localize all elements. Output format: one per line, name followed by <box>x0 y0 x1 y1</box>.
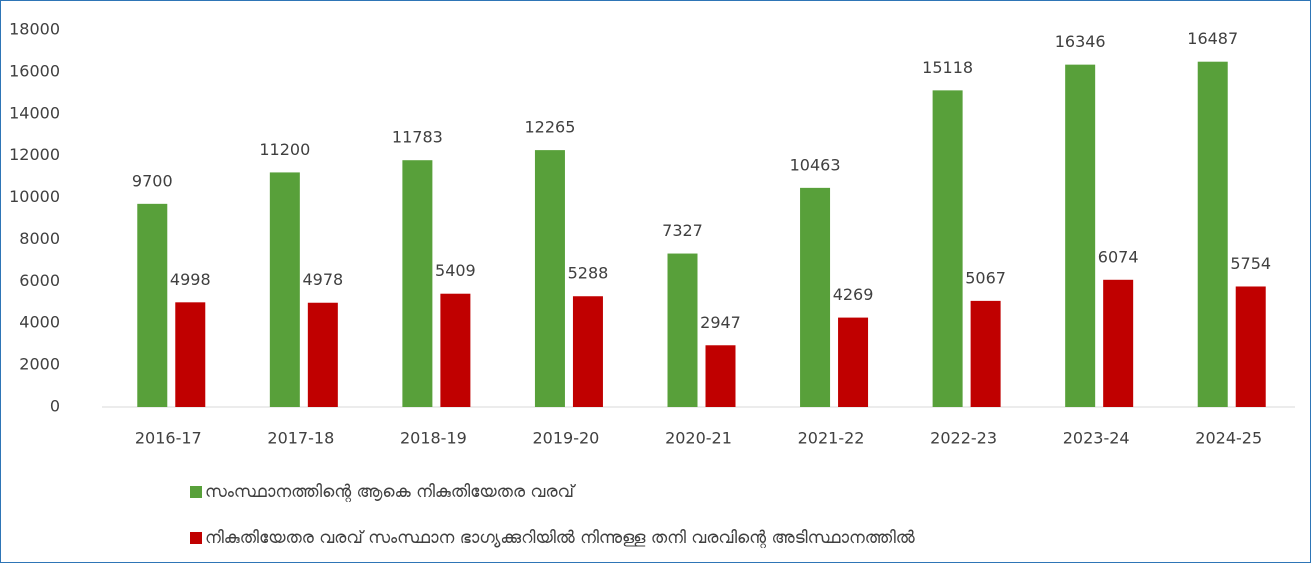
data-label: 4998 <box>170 270 211 289</box>
data-label: 6074 <box>1098 247 1139 266</box>
bar <box>970 300 1001 407</box>
bar <box>705 345 736 407</box>
bar <box>572 296 603 407</box>
x-tick-label: 2024-25 <box>1195 429 1262 448</box>
x-tick-label: 2016-17 <box>135 429 202 448</box>
bar <box>1103 279 1134 407</box>
data-label: 2947 <box>700 313 741 332</box>
bar <box>667 253 698 407</box>
bar <box>932 90 963 408</box>
bar <box>440 293 471 407</box>
x-tick-label: 2018-19 <box>400 429 467 448</box>
y-tick-label: 0 <box>50 397 60 416</box>
legend-swatch <box>190 486 202 498</box>
y-tick-label: 2000 <box>19 355 60 374</box>
y-tick-label: 6000 <box>19 271 60 290</box>
bar <box>1197 61 1228 408</box>
y-tick-label: 10000 <box>9 187 60 206</box>
bar <box>800 187 831 407</box>
data-label: 9700 <box>132 171 173 190</box>
x-tick-label: 2022-23 <box>930 429 997 448</box>
y-tick-label: 16000 <box>9 61 60 80</box>
legend-label: സംസ്ഥാനത്തിന്റെ ആകെ നികുതിയേതര വരവ് <box>205 482 576 503</box>
data-label: 5754 <box>1230 254 1271 273</box>
y-tick-label: 4000 <box>19 313 60 332</box>
bar <box>175 302 206 407</box>
y-tick-label: 14000 <box>9 103 60 122</box>
bar <box>1065 64 1096 407</box>
bar <box>838 317 869 407</box>
bar <box>137 203 168 407</box>
bar <box>307 302 338 407</box>
data-label: 11783 <box>392 128 443 147</box>
y-tick-label: 8000 <box>19 229 60 248</box>
data-label: 15118 <box>922 58 973 77</box>
data-label: 10463 <box>790 155 841 174</box>
bar <box>402 160 433 407</box>
bar <box>1235 286 1266 407</box>
data-label: 4269 <box>833 285 874 304</box>
data-label: 11200 <box>259 140 310 159</box>
y-tick-label: 12000 <box>9 145 60 164</box>
bar <box>269 172 300 407</box>
data-label: 5288 <box>568 264 609 283</box>
data-label: 4978 <box>302 270 343 289</box>
y-tick-label: 18000 <box>9 20 60 39</box>
data-label: 16346 <box>1055 32 1106 51</box>
x-tick-label: 2020-21 <box>665 429 732 448</box>
data-label: 12265 <box>524 118 575 137</box>
bar <box>534 150 565 407</box>
legend-swatch <box>190 532 202 544</box>
data-label: 5409 <box>435 261 476 280</box>
data-label: 7327 <box>662 221 703 240</box>
data-label: 16487 <box>1187 29 1238 48</box>
x-tick-label: 2019-20 <box>533 429 600 448</box>
x-tick-label: 2021-22 <box>798 429 865 448</box>
legend-label: നികുതിയേതര വരവ് സംസ്ഥാന ഭാഗ്യക്കുറിയിൽ ന… <box>205 528 915 549</box>
x-tick-label: 2017-18 <box>267 429 334 448</box>
data-label: 5067 <box>965 268 1006 287</box>
x-tick-label: 2023-24 <box>1063 429 1130 448</box>
